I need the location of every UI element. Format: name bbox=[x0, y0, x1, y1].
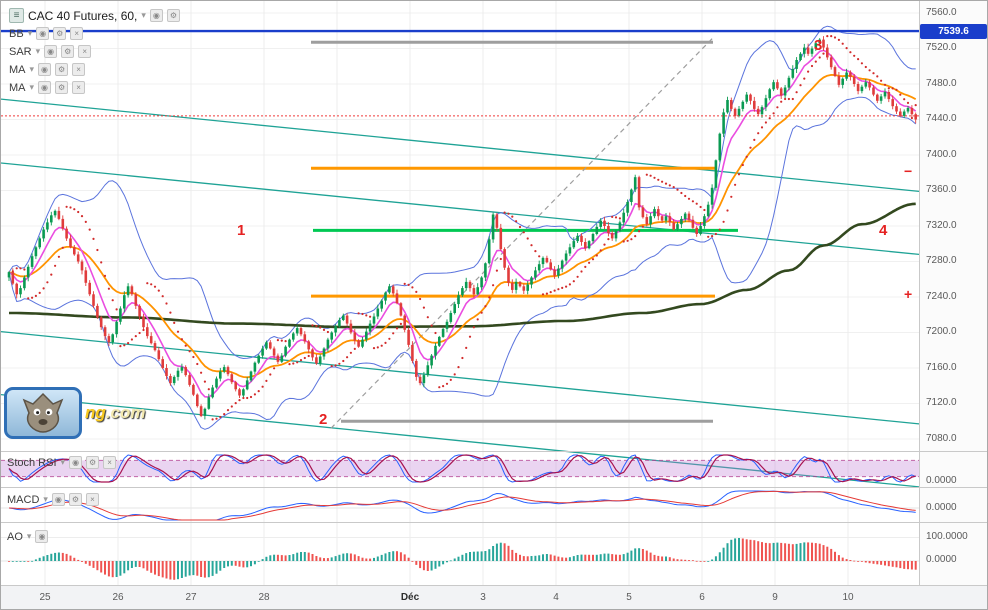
ao-axis-top-value: 100.0000 bbox=[926, 531, 968, 542]
watermark-text: ng.com bbox=[85, 403, 145, 423]
stoch-axis-value: 0.0000 bbox=[926, 475, 957, 486]
eye-icon[interactable]: ◉ bbox=[35, 530, 49, 543]
indicator-label: MACD bbox=[7, 493, 40, 506]
gear-icon[interactable]: ⚙ bbox=[61, 45, 75, 58]
symbol-title: CAC 40 Futures, 60, bbox=[28, 8, 138, 23]
close-icon[interactable]: × bbox=[70, 27, 84, 40]
indicator-label: BB bbox=[9, 27, 24, 40]
time-axis-label: 26 bbox=[112, 592, 124, 603]
indicator-row-bb[interactable]: BB ▾ ◉ ⚙ × bbox=[9, 25, 180, 42]
price-axis-label: 7320.0 bbox=[926, 220, 957, 231]
time-axis[interactable] bbox=[1, 586, 987, 609]
wave-label-3[interactable]: 3 bbox=[814, 37, 823, 54]
time-axis-label: 3 bbox=[480, 592, 486, 603]
menu-icon[interactable]: ≡ bbox=[9, 8, 24, 23]
price-axis-label: 7080.0 bbox=[926, 433, 957, 444]
close-icon[interactable]: × bbox=[78, 45, 92, 58]
eye-icon[interactable]: ◉ bbox=[69, 456, 83, 469]
close-icon[interactable]: × bbox=[72, 63, 86, 76]
gear-icon[interactable]: ⚙ bbox=[166, 9, 180, 22]
minus-marker[interactable]: − bbox=[904, 163, 913, 179]
price-axis-label: 7400.0 bbox=[926, 149, 957, 160]
eye-icon[interactable]: ◉ bbox=[149, 9, 163, 22]
time-axis-label-month: Déc bbox=[400, 592, 420, 603]
gear-icon[interactable]: ⚙ bbox=[55, 81, 69, 94]
chevron-down-icon[interactable]: ▾ bbox=[29, 64, 35, 74]
eye-icon[interactable]: ◉ bbox=[36, 27, 50, 40]
indicator-label: AO bbox=[7, 530, 23, 543]
chevron-down-icon[interactable]: ▾ bbox=[27, 28, 33, 38]
chevron-down-icon[interactable]: ▾ bbox=[141, 10, 146, 20]
price-axis-label: 7280.0 bbox=[926, 255, 957, 266]
time-axis-label: 25 bbox=[39, 592, 51, 603]
indicator-row-sar[interactable]: SAR ▾ ◉ ⚙ × bbox=[9, 43, 180, 60]
time-axis-label: 4 bbox=[553, 592, 559, 603]
wolf-logo-icon bbox=[4, 387, 82, 439]
gear-icon[interactable]: ⚙ bbox=[55, 63, 69, 76]
ao-legend[interactable]: AO ▾ ◉ bbox=[7, 528, 49, 545]
indicator-row-ma1[interactable]: MA ▾ ◉ ⚙ × bbox=[9, 61, 180, 78]
indicator-row-ma2[interactable]: MA ▾ ◉ ⚙ × bbox=[9, 79, 180, 96]
wolf-icon bbox=[22, 392, 64, 433]
time-axis-label: 6 bbox=[699, 592, 705, 603]
gear-icon[interactable]: ⚙ bbox=[53, 27, 67, 40]
watermark-text-prefix: ng bbox=[85, 403, 106, 422]
chevron-down-icon[interactable]: ▾ bbox=[35, 46, 41, 56]
chevron-down-icon[interactable]: ▾ bbox=[60, 457, 66, 467]
wave-label-1[interactable]: 1 bbox=[237, 222, 246, 239]
chevron-down-icon[interactable]: ▾ bbox=[29, 82, 35, 92]
price-axis-label: 7240.0 bbox=[926, 291, 957, 302]
indicator-label: Stoch RSI bbox=[7, 456, 57, 469]
close-icon[interactable]: × bbox=[85, 493, 99, 506]
symbol-row[interactable]: ≡ CAC 40 Futures, 60, ▾ ◉ ⚙ bbox=[9, 7, 180, 24]
time-axis-label: 9 bbox=[772, 592, 778, 603]
price-axis-label: 7120.0 bbox=[926, 397, 957, 408]
price-axis-label: 7480.0 bbox=[926, 78, 957, 89]
eye-icon[interactable]: ◉ bbox=[44, 45, 58, 58]
macd-legend[interactable]: MACD ▾ ◉ ⚙ × bbox=[7, 491, 99, 508]
price-axis-label: 7440.0 bbox=[926, 113, 957, 124]
indicator-label: MA bbox=[9, 81, 26, 94]
close-icon[interactable]: × bbox=[72, 81, 86, 94]
eye-icon[interactable]: ◉ bbox=[38, 81, 52, 94]
chevron-down-icon[interactable]: ▾ bbox=[43, 494, 48, 504]
wave-label-4[interactable]: 4 bbox=[879, 222, 888, 239]
price-axis[interactable] bbox=[919, 1, 987, 586]
price-axis-label: 7160.0 bbox=[926, 362, 957, 373]
close-icon[interactable]: × bbox=[103, 456, 117, 469]
stoch-rsi-legend[interactable]: Stoch RSI ▾ ◉ ⚙ × bbox=[7, 454, 117, 471]
plus-marker[interactable]: + bbox=[904, 286, 913, 302]
watermark-text-suffix: .com bbox=[105, 403, 146, 422]
wave-label-2[interactable]: 2 bbox=[319, 411, 328, 428]
price-axis-label: 7520.0 bbox=[926, 42, 957, 53]
time-axis-label: 27 bbox=[185, 592, 197, 603]
indicator-label: MA bbox=[9, 63, 26, 76]
chevron-down-icon[interactable]: ▾ bbox=[26, 531, 32, 541]
price-axis-label: 7360.0 bbox=[926, 184, 957, 195]
gear-icon[interactable]: ⚙ bbox=[86, 456, 100, 469]
watermark-logo: ng.com bbox=[4, 387, 145, 439]
gear-icon[interactable]: ⚙ bbox=[68, 493, 82, 506]
time-axis-label: 10 bbox=[842, 592, 854, 603]
price-axis-label: 7560.0 bbox=[926, 7, 957, 18]
eye-icon[interactable]: ◉ bbox=[38, 63, 52, 76]
macd-axis-value: 0.0000 bbox=[926, 502, 957, 513]
price-axis-label: 7200.0 bbox=[926, 326, 957, 337]
time-axis-label: 28 bbox=[258, 592, 270, 603]
time-axis-label: 5 bbox=[626, 592, 632, 603]
indicator-label: SAR bbox=[9, 45, 32, 58]
chart-legend: ≡ CAC 40 Futures, 60, ▾ ◉ ⚙ BB ▾ ◉ ⚙ × S… bbox=[9, 7, 180, 97]
ao-axis-zero-value: 0.0000 bbox=[926, 554, 957, 565]
eye-icon[interactable]: ◉ bbox=[51, 493, 65, 506]
current-price-badge: 7539.6 bbox=[920, 24, 987, 39]
